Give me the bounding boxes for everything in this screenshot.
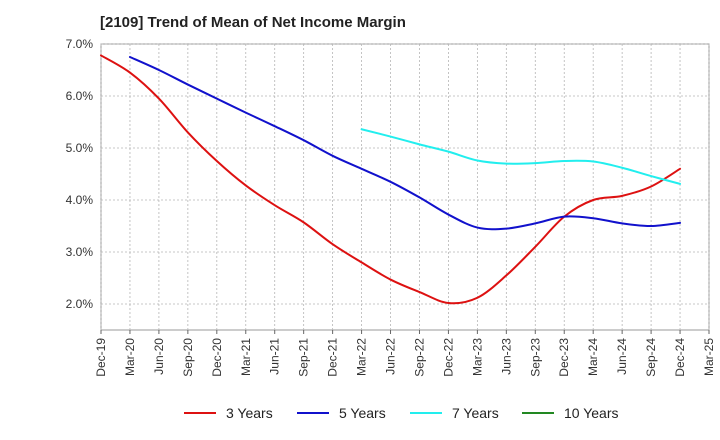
x-tick-label: Sep-24 bbox=[644, 338, 658, 377]
x-tick-label: Jun-21 bbox=[268, 338, 282, 375]
y-tick-label: 4.0% bbox=[66, 193, 94, 207]
legend: 3 Years 5 Years 7 Years 10 Years bbox=[0, 405, 720, 425]
series-line-7-years bbox=[360, 128, 682, 185]
x-tick-label: Dec-22 bbox=[441, 338, 455, 377]
x-tick-label: Dec-20 bbox=[210, 338, 224, 377]
legend-label: 3 Years bbox=[226, 405, 273, 421]
series-line-5-years bbox=[128, 56, 682, 231]
axis-layer: 7.0% 6.0% 5.0% 4.0% 3.0% 2.0% Dec-19 Mar-20 Jun-… bbox=[66, 37, 716, 377]
chart-title: [2109] Trend of Mean of Net Income Margi… bbox=[100, 14, 406, 31]
legend-item: 5 Years bbox=[297, 405, 386, 421]
y-tick-label: 3.0% bbox=[66, 245, 94, 259]
x-tick-label: Dec-23 bbox=[557, 338, 571, 377]
series-layer bbox=[100, 54, 682, 305]
x-tick-label: Sep-23 bbox=[528, 338, 542, 377]
x-tick-label: Mar-23 bbox=[470, 338, 484, 376]
x-tick-label: Mar-25 bbox=[702, 338, 716, 376]
x-tick-label: Mar-24 bbox=[586, 338, 600, 376]
x-tick-label: Dec-19 bbox=[94, 338, 108, 377]
legend-swatch bbox=[184, 412, 216, 414]
legend-item: 7 Years bbox=[410, 405, 499, 421]
x-tick-label: Jun-20 bbox=[152, 338, 166, 375]
series-line-3-years bbox=[100, 54, 682, 305]
x-tick-label: Mar-21 bbox=[239, 338, 253, 376]
x-tick-label: Mar-22 bbox=[355, 338, 369, 376]
x-tick-label: Jun-22 bbox=[384, 338, 398, 375]
x-tick-label: Dec-21 bbox=[326, 338, 340, 377]
x-tick-label: Mar-20 bbox=[123, 338, 137, 376]
x-tick-label: Jun-23 bbox=[499, 338, 513, 375]
legend-item: 10 Years bbox=[522, 405, 619, 421]
y-tick-label: 5.0% bbox=[66, 141, 94, 155]
x-tick-label: Jun-24 bbox=[615, 338, 629, 375]
y-tick-label: 7.0% bbox=[66, 37, 94, 51]
legend-label: 5 Years bbox=[339, 405, 386, 421]
legend-swatch bbox=[410, 412, 442, 414]
legend-item: 3 Years bbox=[184, 405, 273, 421]
legend-swatch bbox=[297, 412, 329, 414]
x-tick-label: Sep-21 bbox=[297, 338, 311, 377]
x-tick-label: Dec-24 bbox=[673, 338, 687, 377]
legend-label: 10 Years bbox=[564, 405, 619, 421]
legend-label: 7 Years bbox=[452, 405, 499, 421]
x-tick-label: Sep-22 bbox=[412, 338, 426, 377]
legend-swatch bbox=[522, 412, 554, 414]
y-tick-label: 6.0% bbox=[66, 89, 94, 103]
y-tick-label: 2.0% bbox=[66, 297, 94, 311]
x-tick-label: Sep-20 bbox=[181, 338, 195, 377]
